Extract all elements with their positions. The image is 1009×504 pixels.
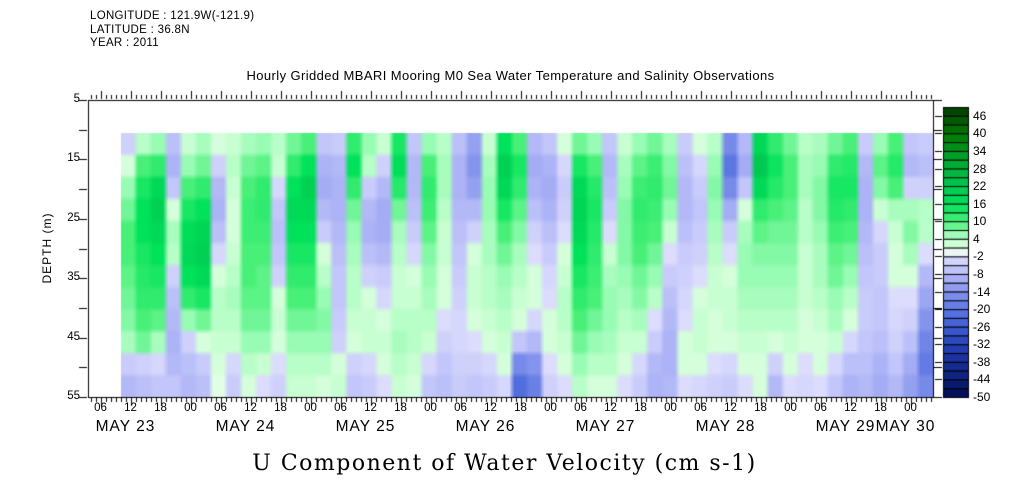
x-hour-tick-label: 18 — [874, 402, 887, 414]
x-hour-tick-label: 12 — [124, 402, 137, 414]
x-date-label: MAY 28 — [695, 418, 756, 435]
colorbar-tick-label: -14 — [973, 284, 991, 299]
x-hour-tick-label: 06 — [694, 402, 707, 414]
x-date-label: MAY 23 — [95, 418, 156, 435]
y-tick-label: 45 — [67, 330, 80, 343]
colorbar-tick-label: -26 — [973, 319, 991, 334]
colorbar-tick-label: -2 — [973, 249, 984, 264]
x-date-label: MAY 30 — [875, 418, 936, 435]
x-hour-tick-label: 00 — [184, 402, 197, 414]
x-hour-tick-label: 00 — [424, 402, 437, 414]
x-hour-tick-label: 18 — [514, 402, 527, 414]
x-hour-tick-label: 12 — [604, 402, 617, 414]
colorbar-tick-label: 28 — [973, 161, 987, 176]
colorbar-tick-label: 40 — [973, 126, 987, 141]
colorbar-tick-label: 22 — [973, 179, 987, 194]
x-hour-tick-label: 18 — [634, 402, 647, 414]
colorbar-tick-label: -8 — [973, 266, 984, 281]
x-date-label: MAY 25 — [335, 418, 396, 435]
colorbar-tick-label: 4 — [973, 231, 980, 246]
x-hour-tick-label: 06 — [574, 402, 587, 414]
y-tick-label: 25 — [67, 211, 80, 224]
x-hour-tick-label: 12 — [244, 402, 257, 414]
x-hour-tick-label: 00 — [664, 402, 677, 414]
x-hour-tick-label: 00 — [544, 402, 557, 414]
x-date-label: MAY 26 — [455, 418, 516, 435]
colorbar-tick-label: 46 — [973, 108, 987, 123]
x-hour-tick-label: 00 — [304, 402, 317, 414]
x-hour-tick-label: 00 — [784, 402, 797, 414]
y-tick-label: 55 — [67, 390, 80, 402]
x-hour-tick-label: 12 — [844, 402, 857, 414]
x-hour-tick-label: 00 — [904, 402, 917, 414]
colorbar-tick-label: 10 — [973, 214, 987, 229]
x-date-label: MAY 27 — [575, 418, 636, 435]
x-hour-tick-label: 06 — [454, 402, 467, 414]
x-date-label: MAY 24 — [215, 418, 276, 435]
x-hour-tick-label: 06 — [334, 402, 347, 414]
x-hour-tick-label: 06 — [814, 402, 827, 414]
colorbar-tick-label: -44 — [973, 372, 991, 387]
x-date-label: MAY 29 — [815, 418, 876, 435]
colorbar-tick-label: 16 — [973, 196, 987, 211]
colorbar-tick-label: -20 — [973, 302, 991, 317]
chart-caption: U Component of Water Velocity (cm s-1) — [252, 451, 757, 476]
y-tick-label: 15 — [67, 152, 80, 165]
y-tick-label: 35 — [67, 271, 80, 284]
x-hour-tick-label: 06 — [94, 402, 107, 414]
x-hour-tick-label: 12 — [364, 402, 377, 414]
x-hour-tick-label: 18 — [274, 402, 287, 414]
colorbar-tick-label: -50 — [973, 390, 991, 404]
x-hour-tick-label: 18 — [154, 402, 167, 414]
colorbar-tick-label: -32 — [973, 337, 991, 352]
y-tick-label: 5 — [73, 93, 80, 105]
colorbar-tick-label: 34 — [973, 143, 987, 158]
x-hour-tick-label: 06 — [214, 402, 227, 414]
x-hour-tick-label: 12 — [484, 402, 497, 414]
x-hour-tick-label: 18 — [394, 402, 407, 414]
x-hour-tick-label: 18 — [754, 402, 767, 414]
x-hour-tick-label: 12 — [724, 402, 737, 414]
colorbar-tick-label: -38 — [973, 354, 991, 369]
